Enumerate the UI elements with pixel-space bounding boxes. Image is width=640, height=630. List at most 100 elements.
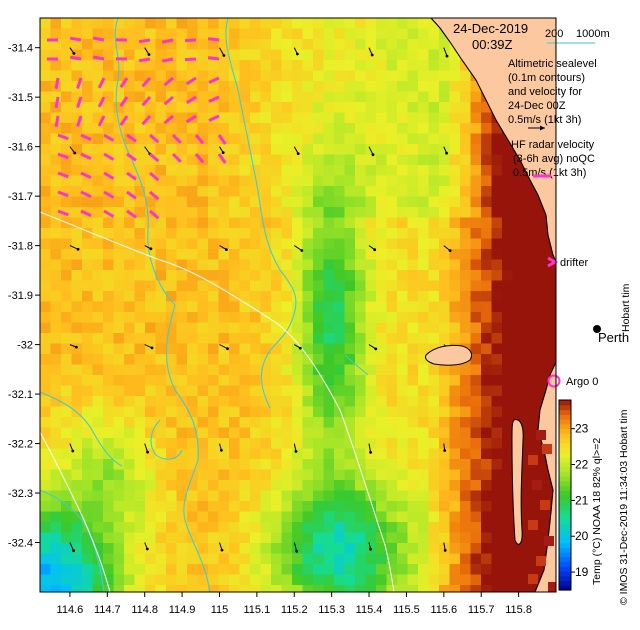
sst-cell xyxy=(302,196,314,208)
hf-radar-arrow xyxy=(185,95,197,105)
sst-cell xyxy=(197,60,209,72)
y-tick-label: -31.4 xyxy=(8,43,33,55)
sst-cell xyxy=(481,322,493,334)
sst-cell xyxy=(334,70,346,82)
sst-cell xyxy=(502,186,514,198)
sst-cell xyxy=(449,427,461,439)
sst-cell xyxy=(103,501,115,513)
sst-cell xyxy=(554,312,556,324)
sst-cell xyxy=(134,322,146,334)
sst-cell xyxy=(439,291,451,303)
sst-cell xyxy=(460,396,472,408)
sst-cell xyxy=(344,343,356,355)
sst-cell xyxy=(313,438,325,450)
sst-cell xyxy=(334,333,346,345)
sst-cell xyxy=(533,532,545,544)
sst-cell xyxy=(103,301,115,313)
sst-cell xyxy=(344,553,356,565)
sst-cell xyxy=(470,438,482,450)
sst-cell xyxy=(166,144,178,156)
sst-cell xyxy=(124,228,136,240)
x-tick-label: 115 xyxy=(211,604,229,616)
sst-cell xyxy=(124,396,136,408)
sst-cell xyxy=(397,480,409,492)
sst-cell xyxy=(481,270,493,282)
sst-cell xyxy=(229,28,241,40)
sst-cell xyxy=(124,280,136,292)
sst-cell xyxy=(502,238,514,250)
sst-cell xyxy=(260,196,272,208)
sst-cell xyxy=(323,385,335,397)
sst-cell xyxy=(323,165,335,177)
sst-cell xyxy=(208,259,220,271)
sst-cell xyxy=(61,81,73,93)
sst-cell xyxy=(145,553,157,565)
sst-cell xyxy=(61,406,73,418)
sst-cell xyxy=(533,196,545,208)
sst-cell xyxy=(92,543,104,555)
sst-cell xyxy=(92,448,104,460)
sst-cell xyxy=(344,574,356,586)
sst-cell xyxy=(292,39,304,51)
sst-cell xyxy=(92,81,104,93)
x-tick-label: 115.3 xyxy=(318,604,345,616)
sst-cell xyxy=(134,448,146,460)
sst-cell xyxy=(313,312,325,324)
sst-cell xyxy=(208,28,220,40)
sst-cell xyxy=(481,501,493,513)
sst-cell xyxy=(386,133,398,145)
sst-cell xyxy=(502,406,514,418)
sst-cell xyxy=(491,574,503,586)
sst-cell xyxy=(344,375,356,387)
sst-cell xyxy=(61,522,73,534)
sst-cell xyxy=(313,469,325,481)
sst-cell xyxy=(134,469,146,481)
sst-cell xyxy=(386,553,398,565)
sst-cell xyxy=(397,448,409,460)
sst-cell xyxy=(355,459,367,471)
coastal-warm-cell xyxy=(528,574,538,584)
sst-cell xyxy=(439,553,451,565)
sst-cell xyxy=(334,39,346,51)
sst-cell xyxy=(187,228,199,240)
sst-cell xyxy=(502,354,514,366)
sst-cell xyxy=(145,469,157,481)
altimetry-arrowhead xyxy=(300,249,304,252)
sst-cell xyxy=(344,448,356,460)
y-tick-label: -31.7 xyxy=(8,191,33,203)
sst-cell xyxy=(502,459,514,471)
sst-cell xyxy=(187,417,199,429)
sst-cell xyxy=(281,490,293,502)
sst-cell xyxy=(418,511,430,523)
sst-cell xyxy=(407,81,419,93)
hf-radar-arrow xyxy=(163,114,174,125)
sst-cell xyxy=(281,102,293,114)
sst-cell xyxy=(481,543,493,555)
sst-cell xyxy=(176,427,188,439)
sst-cell xyxy=(155,553,167,565)
altimetry-arrowhead xyxy=(149,247,153,251)
colorbar-segment xyxy=(559,442,571,448)
sst-cell xyxy=(113,438,125,450)
sst-cell xyxy=(145,532,157,544)
sst-cell xyxy=(292,396,304,408)
sst-cell xyxy=(334,123,346,135)
colorbar-segment xyxy=(559,528,571,534)
sst-cell xyxy=(449,396,461,408)
sst-cell xyxy=(145,375,157,387)
sst-cell xyxy=(250,154,262,166)
sst-cell xyxy=(302,564,314,576)
sst-cell xyxy=(113,228,125,240)
sst-cell xyxy=(344,91,356,103)
sst-cell xyxy=(302,81,314,93)
sst-cell xyxy=(113,144,125,156)
sst-cell xyxy=(134,438,146,450)
sst-cell xyxy=(40,585,52,592)
sst-cell xyxy=(166,70,178,82)
sst-cell xyxy=(187,217,199,229)
hf-radar-arrow xyxy=(194,134,205,145)
sst-cell xyxy=(239,385,251,397)
hf-radar-arrow xyxy=(103,152,115,161)
sst-cell xyxy=(271,511,283,523)
sst-cell xyxy=(145,259,157,271)
